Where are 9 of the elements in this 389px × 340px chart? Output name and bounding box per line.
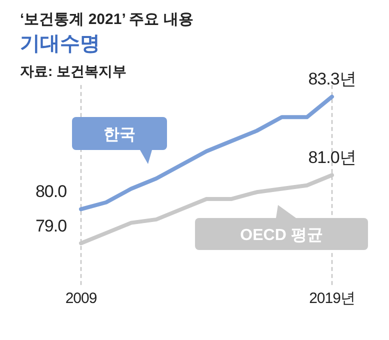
text: 자료: 보건복지부 <box>20 63 127 79</box>
data-label: 80.0 <box>35 182 67 202</box>
chart-title: ‘보건통계 2021’ 주요 내용 <box>20 11 194 28</box>
data-label: 83.3년 <box>308 70 356 89</box>
chart-subtitle: 기대수명 <box>20 33 100 55</box>
data-label: 79.0 <box>35 216 67 236</box>
data-label: 81.0년 <box>308 148 356 168</box>
x-tick-label: 2009 <box>65 290 97 307</box>
x-tick-label: 2019년 <box>309 290 355 307</box>
